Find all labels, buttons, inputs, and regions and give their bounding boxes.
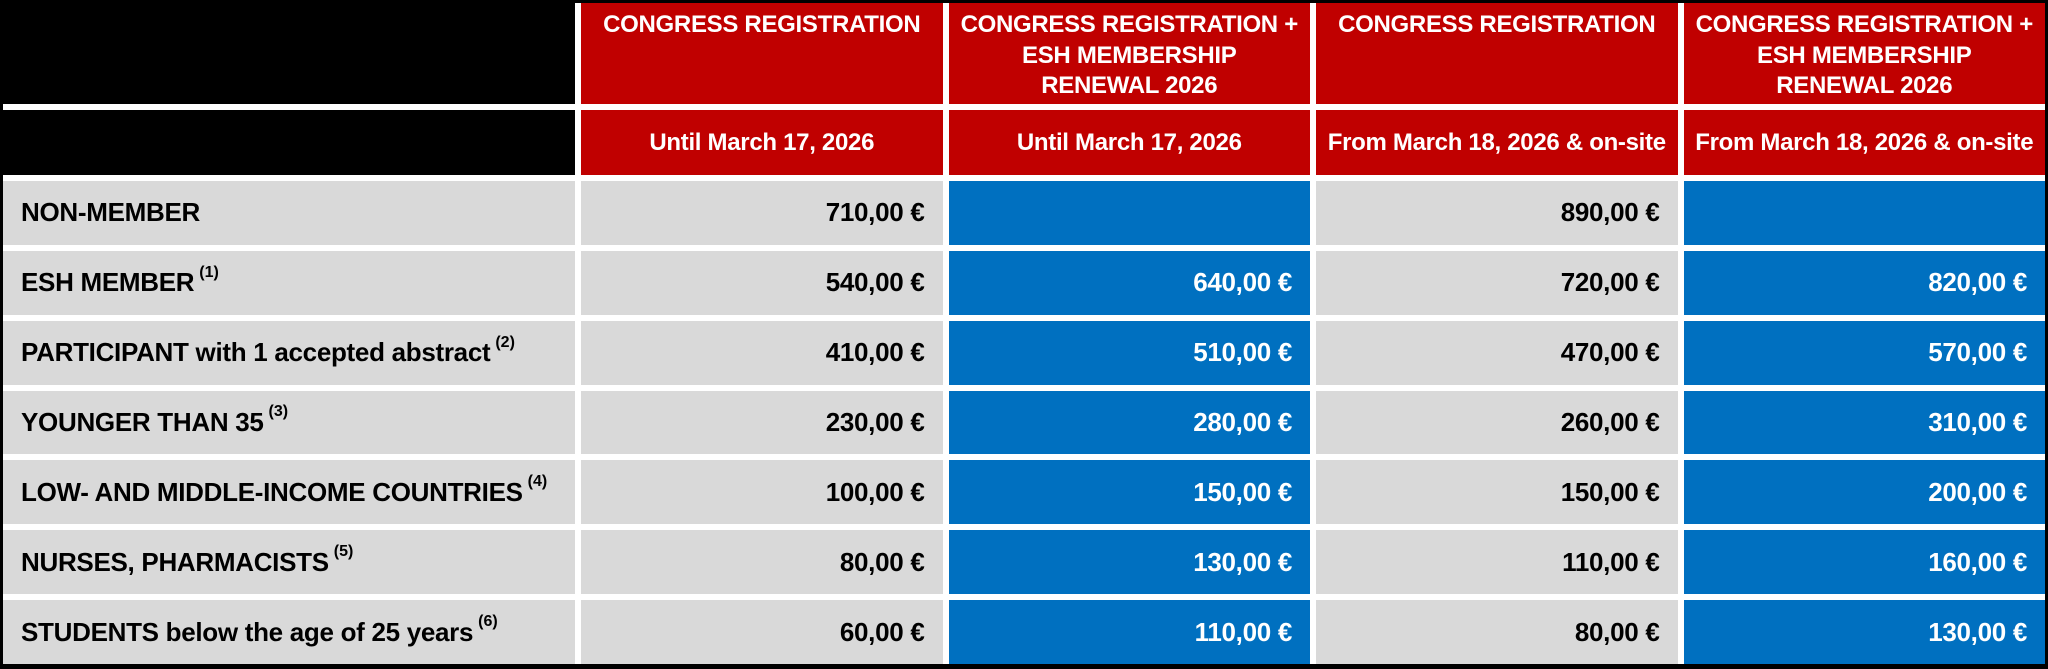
category-text: NON-MEMBER <box>21 197 200 228</box>
header-congress-membership-late: CONGRESS REGISTRATION + ESH MEMBERSHIP R… <box>1683 3 2045 104</box>
corner-cell-top <box>3 3 575 104</box>
price-cell: 130,00 € <box>948 530 1310 595</box>
row-label-participant-abstract: PARTICIPANT with 1 accepted abstract (2) <box>3 320 575 385</box>
price-cell: 410,00 € <box>581 320 943 385</box>
price-cell: 110,00 € <box>948 600 1310 664</box>
price-cell: 130,00 € <box>1683 600 2045 664</box>
category-text: NURSES, PHARMACISTS <box>21 546 329 577</box>
price-cell: 200,00 € <box>1683 460 2045 525</box>
corner-cell-bottom <box>3 110 575 175</box>
row-label-nurses-pharmacists: NURSES, PHARMACISTS (5) <box>3 530 575 595</box>
price-cell: 280,00 € <box>948 390 1310 455</box>
period-late-2: From March 18, 2026 & on-site <box>1683 110 2045 175</box>
row-label-non-member: NON-MEMBER <box>3 181 575 245</box>
price-cell: 510,00 € <box>948 320 1310 385</box>
row-label-esh-member: ESH MEMBER (1) <box>3 250 575 315</box>
category-text: YOUNGER THAN 35 <box>21 406 264 437</box>
footnote-marker: (1) <box>199 263 219 281</box>
footnote-marker: (5) <box>333 543 354 561</box>
price-cell: 260,00 € <box>1316 390 1678 455</box>
price-cell: 470,00 € <box>1316 320 1678 385</box>
price-cell: 80,00 € <box>1316 600 1678 664</box>
footnote-marker: (3) <box>268 403 289 421</box>
row-label-low-middle-income: LOW- AND MIDDLE-INCOME COUNTRIES (4) <box>3 460 575 525</box>
header-congress-registration-late: CONGRESS REGISTRATION <box>1316 3 1678 104</box>
price-cell: 710,00 € <box>581 181 943 245</box>
price-cell: 310,00 € <box>1683 390 2045 455</box>
price-cell: 110,00 € <box>1316 530 1678 595</box>
footnote-marker: (2) <box>495 333 515 351</box>
price-cell: 150,00 € <box>1316 460 1678 525</box>
period-early-2: Until March 17, 2026 <box>948 110 1310 175</box>
price-cell: 160,00 € <box>1683 530 2045 595</box>
price-cell: 150,00 € <box>948 460 1310 525</box>
row-label-younger-than-35: YOUNGER THAN 35 (3) <box>3 390 575 455</box>
price-cell <box>1683 181 2045 245</box>
price-cell: 80,00 € <box>581 530 943 595</box>
price-cell: 640,00 € <box>948 250 1310 315</box>
category-text: STUDENTS below the age of 25 years <box>21 616 474 647</box>
category-text: PARTICIPANT with 1 accepted abstract <box>21 337 491 368</box>
price-cell: 570,00 € <box>1683 320 2045 385</box>
header-congress-registration-early: CONGRESS REGISTRATION <box>581 3 943 104</box>
price-cell <box>948 181 1310 245</box>
footnote-marker: (6) <box>478 613 498 631</box>
price-cell: 60,00 € <box>581 600 943 664</box>
row-label-students: STUDENTS below the age of 25 years (6) <box>3 600 575 664</box>
category-text: ESH MEMBER <box>21 267 195 298</box>
price-cell: 890,00 € <box>1316 181 1678 245</box>
price-cell: 100,00 € <box>581 460 943 525</box>
category-text: LOW- AND MIDDLE-INCOME COUNTRIES <box>21 476 523 507</box>
period-late-1: From March 18, 2026 & on-site <box>1316 110 1678 175</box>
price-cell: 230,00 € <box>581 390 943 455</box>
footnote-marker: (4) <box>527 473 548 491</box>
price-cell: 820,00 € <box>1683 250 2045 315</box>
price-cell: 720,00 € <box>1316 250 1678 315</box>
header-congress-membership-early: CONGRESS REGISTRATION + ESH MEMBERSHIP R… <box>948 3 1310 104</box>
period-early-1: Until March 17, 2026 <box>581 110 943 175</box>
price-cell: 540,00 € <box>581 250 943 315</box>
